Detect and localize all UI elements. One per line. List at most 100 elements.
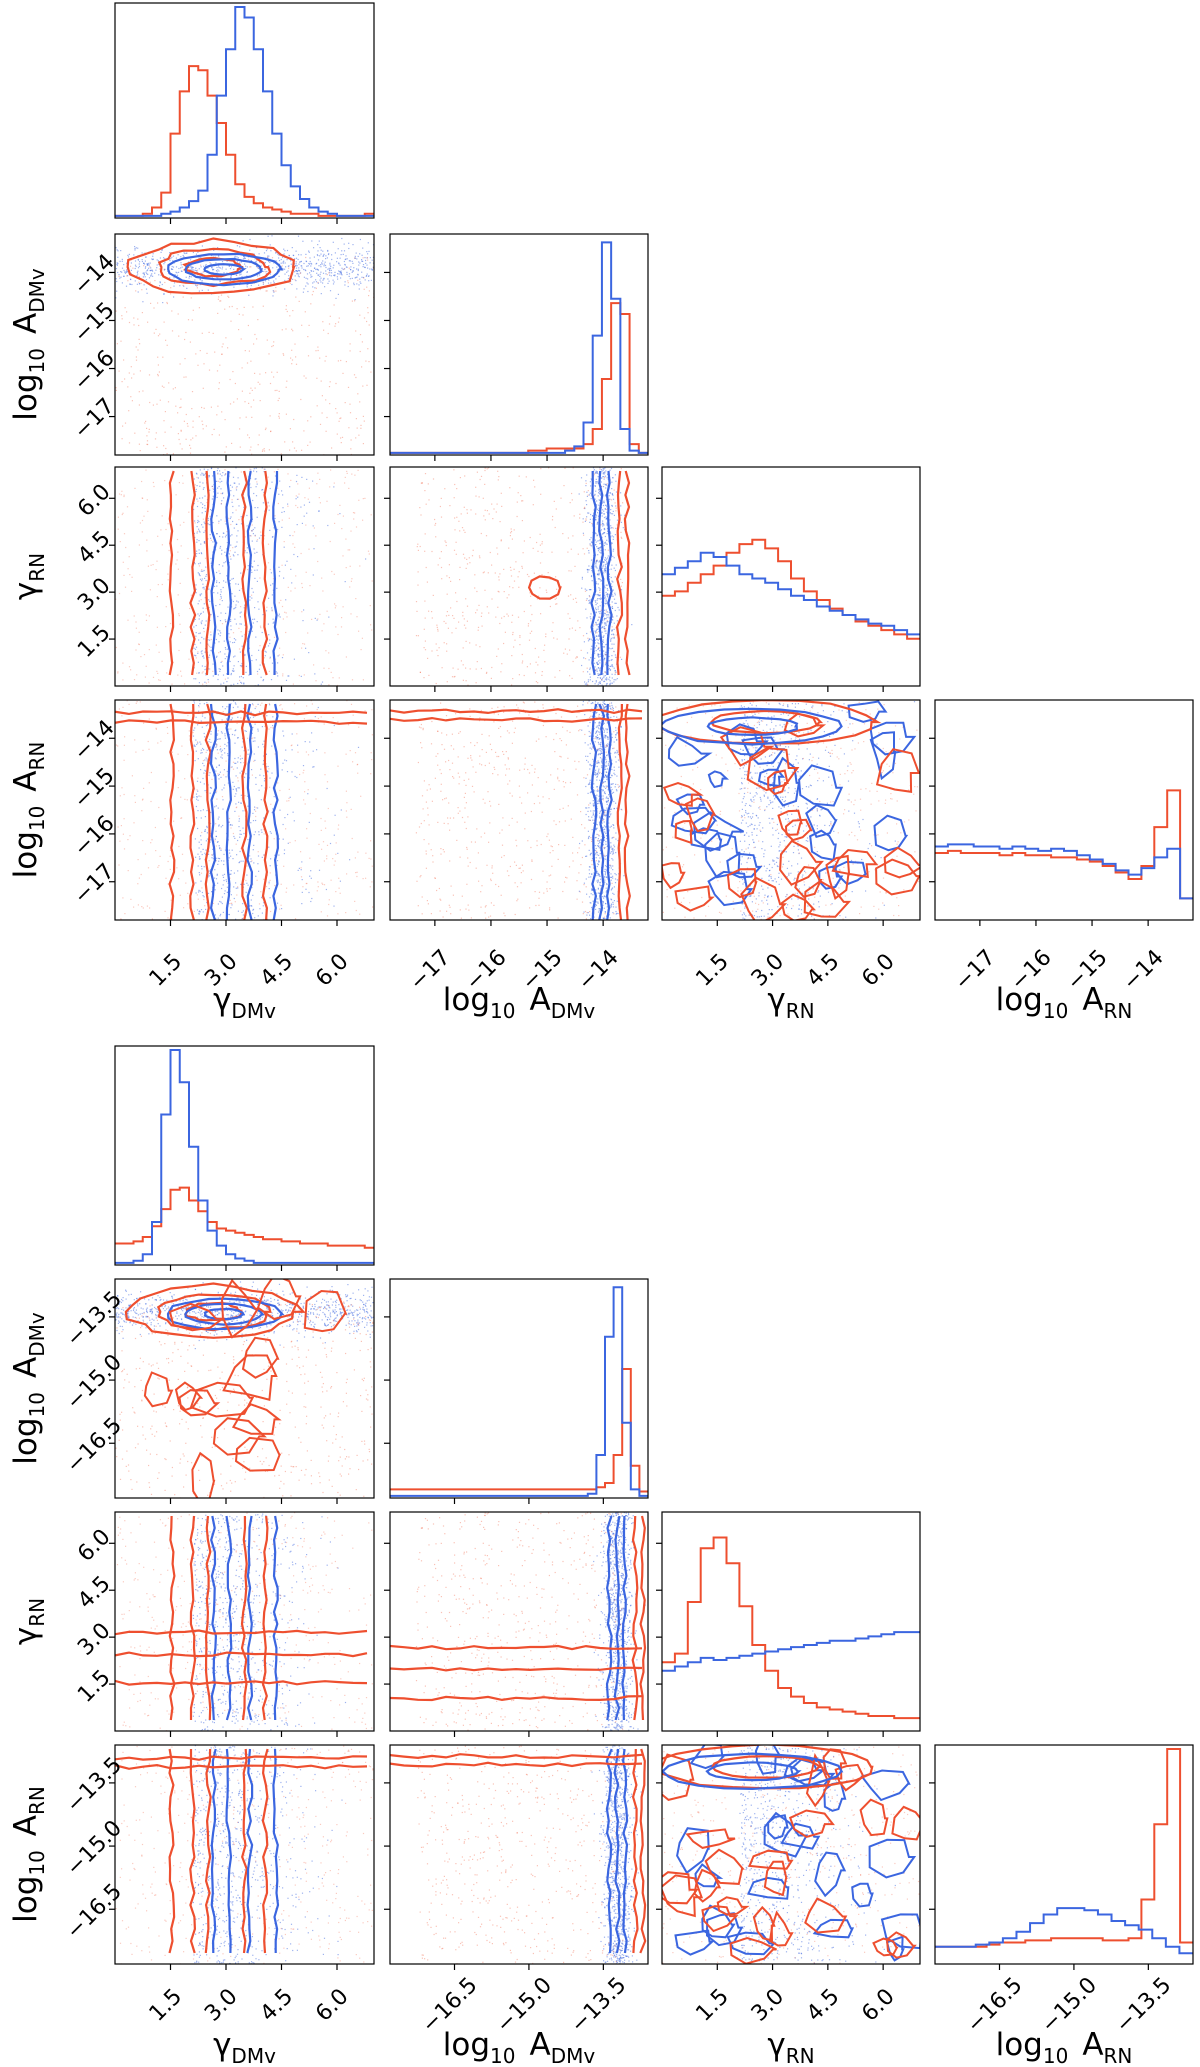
histogram-blue-log10_A_DMv — [390, 241, 648, 454]
histogram-blue-log10_A_DMv — [390, 1286, 648, 1497]
contour-blue — [605, 703, 613, 920]
panel-frame — [389, 466, 649, 687]
x-tick-label-log10_A_RN: −13.5 — [1111, 1973, 1176, 2038]
label-symbol: A — [530, 2027, 551, 2063]
label-log-subscript: 10 — [1043, 2044, 1068, 2067]
contour-red — [716, 1896, 750, 1916]
panel-frame — [934, 699, 1194, 921]
label-subscript: RN — [786, 999, 815, 1023]
contour-red — [623, 470, 631, 676]
histogram-panel-gamma_RN — [656, 466, 921, 692]
scatter-panel-gamma_DMv-vs-log10_A_RN — [109, 1744, 375, 1970]
contour-red — [115, 710, 368, 717]
contour-red — [662, 1871, 699, 1905]
contour-red — [746, 746, 800, 792]
contour-red — [527, 575, 562, 600]
histogram-panel-gamma_DMv — [114, 1045, 375, 1271]
label-subscript: DMv — [25, 268, 49, 313]
contour-blue — [667, 735, 713, 767]
contour-red — [616, 703, 623, 920]
contour-red — [390, 1753, 643, 1760]
histogram-blue-log10_A_RN — [935, 1907, 1193, 1955]
x-axis-label-gamma_DMv: γDMv — [213, 982, 276, 1023]
contour-blue — [210, 1748, 217, 1954]
label-symbol: γ — [767, 2027, 785, 2063]
histogram-blue-log10_A_RN — [935, 843, 1193, 900]
contour-red — [240, 1515, 248, 1721]
contour-blue — [869, 731, 897, 781]
contour-red — [115, 1755, 368, 1761]
contour-red — [234, 1436, 282, 1472]
label-log-subscript: 10 — [1043, 999, 1068, 1023]
contour-blue — [809, 829, 837, 862]
contour-red — [241, 1336, 280, 1379]
contour-blue — [622, 1748, 629, 1954]
label-log: log — [443, 2027, 490, 2063]
contour-red — [891, 1805, 920, 1841]
contour-blue — [707, 770, 730, 789]
contour-blue — [225, 1748, 233, 1954]
histogram-panel-log10_A_DMv — [384, 233, 649, 461]
contour-blue — [184, 257, 263, 281]
contour-red — [719, 726, 775, 767]
x-tick-label-gamma_DMv: 1.5 — [145, 1984, 187, 2026]
contour-red — [390, 708, 643, 715]
panel-frame — [114, 1744, 375, 1965]
contour-red — [875, 748, 920, 793]
contour-blue — [246, 1515, 254, 1721]
y-axis-label-log10_A_DMv: log10 ADMv — [8, 268, 49, 421]
x-tick-label-gamma_RN: 1.5 — [691, 949, 733, 991]
histogram-panel-log10_A_RN — [929, 1744, 1194, 1970]
histogram-blue-gamma_DMv — [115, 1049, 374, 1264]
contour-red — [115, 1651, 368, 1658]
panel-frame — [114, 699, 375, 921]
y-tick-label-log10_A_DMv: −17 — [69, 394, 120, 445]
contour-blue — [246, 1748, 254, 1954]
contour-red — [126, 237, 296, 295]
histogram-blue-gamma_RN — [662, 551, 920, 636]
histogram-panel-log10_A_DMv — [384, 1278, 649, 1504]
contour-red — [662, 700, 882, 745]
y-axis-label-gamma_RN: γRN — [8, 1598, 49, 1645]
contour-blue — [225, 1515, 233, 1721]
contour-red — [825, 854, 851, 901]
x-tick-label-gamma_DMv: 1.5 — [145, 949, 187, 991]
contour-red — [623, 703, 631, 920]
label-subscript: RN — [25, 1598, 49, 1627]
scatter-panel-gamma_DMv-vs-log10_A_DMv — [109, 233, 375, 461]
contour-blue — [705, 1912, 744, 1947]
contour-red — [168, 1515, 176, 1721]
label-log: log — [8, 1417, 44, 1464]
y-tick-label-log10_A_DMv: −16 — [69, 346, 120, 397]
contour-blue — [605, 1515, 613, 1721]
contour-red — [204, 1748, 212, 1954]
contour-red — [390, 1695, 643, 1702]
contour-blue — [246, 703, 254, 920]
contour-red — [779, 839, 824, 886]
label-log-subscript: 10 — [490, 999, 515, 1023]
x-tick-label-gamma_DMv: 4.5 — [256, 949, 298, 991]
contour-blue — [694, 1863, 724, 1888]
label-subscript: RN — [1104, 999, 1133, 1023]
contour-red — [674, 819, 694, 845]
contour-red — [189, 1381, 255, 1418]
label-log-subscript: 10 — [490, 2044, 515, 2067]
y-axis-label-log10_A_RN: log10 ARN — [8, 742, 49, 879]
contour-blue — [225, 470, 232, 676]
x-axis-label-log10_A_RN: log10 ARN — [996, 2027, 1133, 2067]
label-subscript: RN — [786, 2044, 815, 2067]
x-tick-label-gamma_RN: 1.5 — [691, 1984, 733, 2026]
contour-red — [615, 470, 624, 676]
contour-blue — [613, 1515, 621, 1721]
y-tick-label-log10_A_RN: −15.0 — [62, 1816, 127, 1881]
y-tick-label-gamma_RN: 1.5 — [73, 1665, 115, 1707]
y-tick-label-log10_A_RN: −13.5 — [62, 1753, 127, 1818]
contour-blue — [598, 703, 606, 920]
y-tick-label-log10_A_RN: −16.5 — [62, 1879, 127, 1944]
y-tick-label-gamma_RN: 4.5 — [73, 526, 115, 568]
histogram-red-log10_A_DMv — [390, 302, 648, 454]
label-subscript: RN — [25, 742, 49, 771]
y-axis-label-log10_A_RN: log10 ARN — [8, 1786, 49, 1923]
